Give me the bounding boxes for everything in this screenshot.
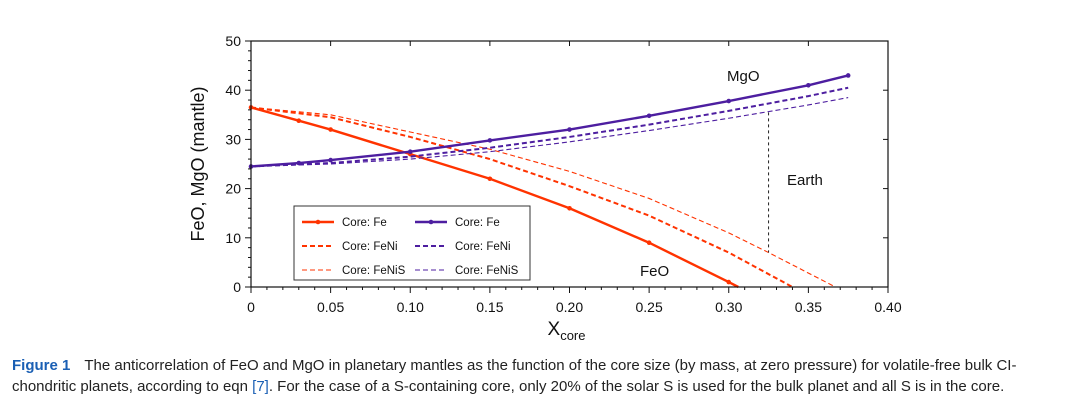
series-group <box>248 73 851 289</box>
axes: 0 10 20 30 40 50 0 0.05 0.10 0.15 0.20 0.25 0.30 0.35… <box>225 33 901 315</box>
legend-label: Core: FeNi <box>342 241 398 253</box>
data-point-mgo <box>646 113 652 119</box>
x-tick-label: 0.05 <box>317 299 344 315</box>
data-point-mgo <box>567 127 572 132</box>
mgo-annotation: MgO <box>727 68 760 85</box>
legend-marker <box>315 219 321 225</box>
y-tick-label: 10 <box>225 230 241 246</box>
figure-label: Figure 1 <box>12 357 71 374</box>
x-tick-label: 0.40 <box>874 299 901 315</box>
x-tick-label: 0.30 <box>715 299 742 315</box>
x-tick-label: 0.20 <box>556 299 583 315</box>
caption-text-end: . For the case of a S-containing core, o… <box>268 378 1005 395</box>
y-tick-label: 40 <box>225 82 241 98</box>
y-tick-label: 0 <box>233 279 241 295</box>
data-point-mgo <box>407 149 413 154</box>
legend-label: Core: FeNiS <box>342 265 406 277</box>
data-point-feo <box>487 176 493 182</box>
x-tick-label: 0.25 <box>636 299 663 315</box>
data-point-feo <box>328 127 333 132</box>
y-tick-label: 50 <box>225 33 241 49</box>
data-point-feo <box>646 240 652 246</box>
legend-label: Core: FeNi <box>455 241 511 253</box>
x-tick-label: 0.10 <box>397 299 424 315</box>
legend-label: Core: Fe <box>342 217 387 229</box>
x-tick-label: 0 <box>247 299 255 315</box>
legend-label: Core: Fe <box>455 217 500 229</box>
series-line-mgo-thin-dashed <box>250 97 849 168</box>
data-point-mgo <box>487 138 493 143</box>
series-line-feo-thin-dashed <box>250 106 836 288</box>
legend-label: Core: FeNiS <box>455 265 519 277</box>
y-tick-label: 30 <box>225 131 241 147</box>
data-point-feo <box>567 205 572 211</box>
reference-link[interactable]: [7] <box>252 378 269 395</box>
y-axis-label: FeO, MgO (mantle) <box>188 86 208 241</box>
x-axis-label: Xcore <box>548 319 586 343</box>
series-line-mgo-dashed <box>250 86 849 168</box>
x-tick-label: 0.35 <box>795 299 822 315</box>
data-point-mgo <box>328 157 333 163</box>
data-point-feo <box>296 118 302 124</box>
chart: 0 10 20 30 40 50 0 0.05 0.10 0.15 0.20 0.25 0.30 0.35… <box>188 33 902 343</box>
figure-caption: Figure 1 The anticorrelation of FeO and M… <box>12 355 1074 397</box>
caption-text: The anticorrelation of FeO and MgO in pl… <box>12 357 1017 395</box>
earth-annotation: Earth <box>787 172 823 189</box>
data-point-mgo <box>806 82 811 88</box>
data-point-feo <box>726 279 732 285</box>
legend-box <box>293 205 531 281</box>
feo-annotation: FeO <box>640 263 669 280</box>
data-point-mgo <box>726 98 732 104</box>
series-line-mgo-solid <box>250 74 849 168</box>
y-tick-label: 20 <box>225 181 241 197</box>
legend: Core: Fe Core: FeNi Core: FeNiS Core: Fe Cor… <box>293 205 531 281</box>
data-point-mgo <box>845 73 851 78</box>
x-tick-label: 0.15 <box>476 299 503 315</box>
legend-marker <box>428 219 434 225</box>
